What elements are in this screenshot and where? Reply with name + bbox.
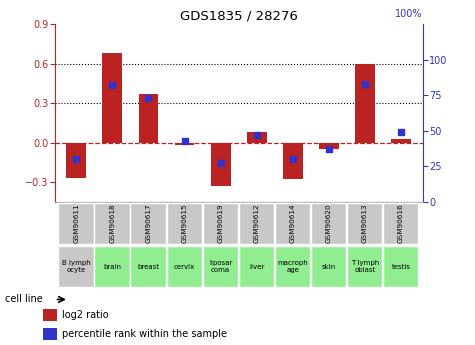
- Bar: [95, 246, 130, 287]
- Text: skin: skin: [322, 264, 336, 269]
- Bar: [43, 328, 57, 341]
- Bar: [239, 246, 274, 287]
- Bar: [167, 203, 202, 244]
- Text: liver: liver: [249, 264, 265, 269]
- Text: log2 ratio: log2 ratio: [62, 310, 108, 320]
- Text: GSM90612: GSM90612: [254, 204, 260, 243]
- Text: cell line: cell line: [5, 295, 42, 304]
- Text: liposar
coma: liposar coma: [209, 260, 232, 273]
- Text: breast: breast: [137, 264, 160, 269]
- Bar: [131, 246, 166, 287]
- Text: T lymph
oblast: T lymph oblast: [351, 260, 379, 273]
- Bar: [347, 246, 382, 287]
- Point: [217, 161, 225, 166]
- Bar: [275, 203, 310, 244]
- Title: GDS1835 / 28276: GDS1835 / 28276: [180, 10, 298, 23]
- Text: GSM90618: GSM90618: [109, 204, 115, 243]
- Bar: [211, 142, 230, 186]
- Text: GSM90611: GSM90611: [73, 204, 79, 243]
- Bar: [311, 246, 346, 287]
- Bar: [383, 246, 418, 287]
- Point: [289, 156, 296, 162]
- Text: B lymph
ocyte: B lymph ocyte: [62, 260, 91, 273]
- Text: GSM90616: GSM90616: [398, 204, 404, 243]
- Bar: [347, 203, 382, 244]
- Bar: [175, 142, 194, 145]
- Text: GSM90619: GSM90619: [218, 204, 224, 243]
- Bar: [311, 203, 346, 244]
- Bar: [203, 203, 238, 244]
- Bar: [58, 203, 94, 244]
- Text: GSM90620: GSM90620: [326, 204, 332, 243]
- Point: [181, 138, 189, 144]
- Point: [325, 147, 332, 152]
- Text: GSM90614: GSM90614: [290, 204, 296, 243]
- Bar: [283, 142, 303, 179]
- Bar: [103, 53, 122, 142]
- Text: GSM90617: GSM90617: [145, 204, 152, 243]
- Point: [145, 95, 152, 101]
- Bar: [95, 203, 130, 244]
- Bar: [319, 142, 339, 149]
- Text: macroph
age: macroph age: [277, 260, 308, 273]
- Bar: [355, 63, 375, 142]
- Bar: [43, 308, 57, 321]
- Point: [109, 82, 116, 88]
- Text: percentile rank within the sample: percentile rank within the sample: [62, 329, 227, 339]
- Bar: [139, 94, 158, 142]
- Bar: [203, 246, 238, 287]
- Bar: [66, 142, 86, 178]
- Bar: [383, 203, 418, 244]
- Bar: [247, 132, 266, 142]
- Text: GSM90615: GSM90615: [181, 204, 188, 243]
- Bar: [58, 246, 94, 287]
- Point: [361, 81, 369, 87]
- Bar: [391, 139, 411, 142]
- Point: [73, 156, 80, 162]
- Text: cervix: cervix: [174, 264, 195, 269]
- Text: brain: brain: [104, 264, 122, 269]
- Text: GSM90613: GSM90613: [362, 204, 368, 243]
- Bar: [239, 203, 274, 244]
- Text: 100%: 100%: [395, 9, 423, 19]
- Bar: [275, 246, 310, 287]
- Text: testis: testis: [391, 264, 410, 269]
- Bar: [167, 246, 202, 287]
- Point: [253, 132, 260, 138]
- Bar: [131, 203, 166, 244]
- Point: [397, 129, 405, 135]
